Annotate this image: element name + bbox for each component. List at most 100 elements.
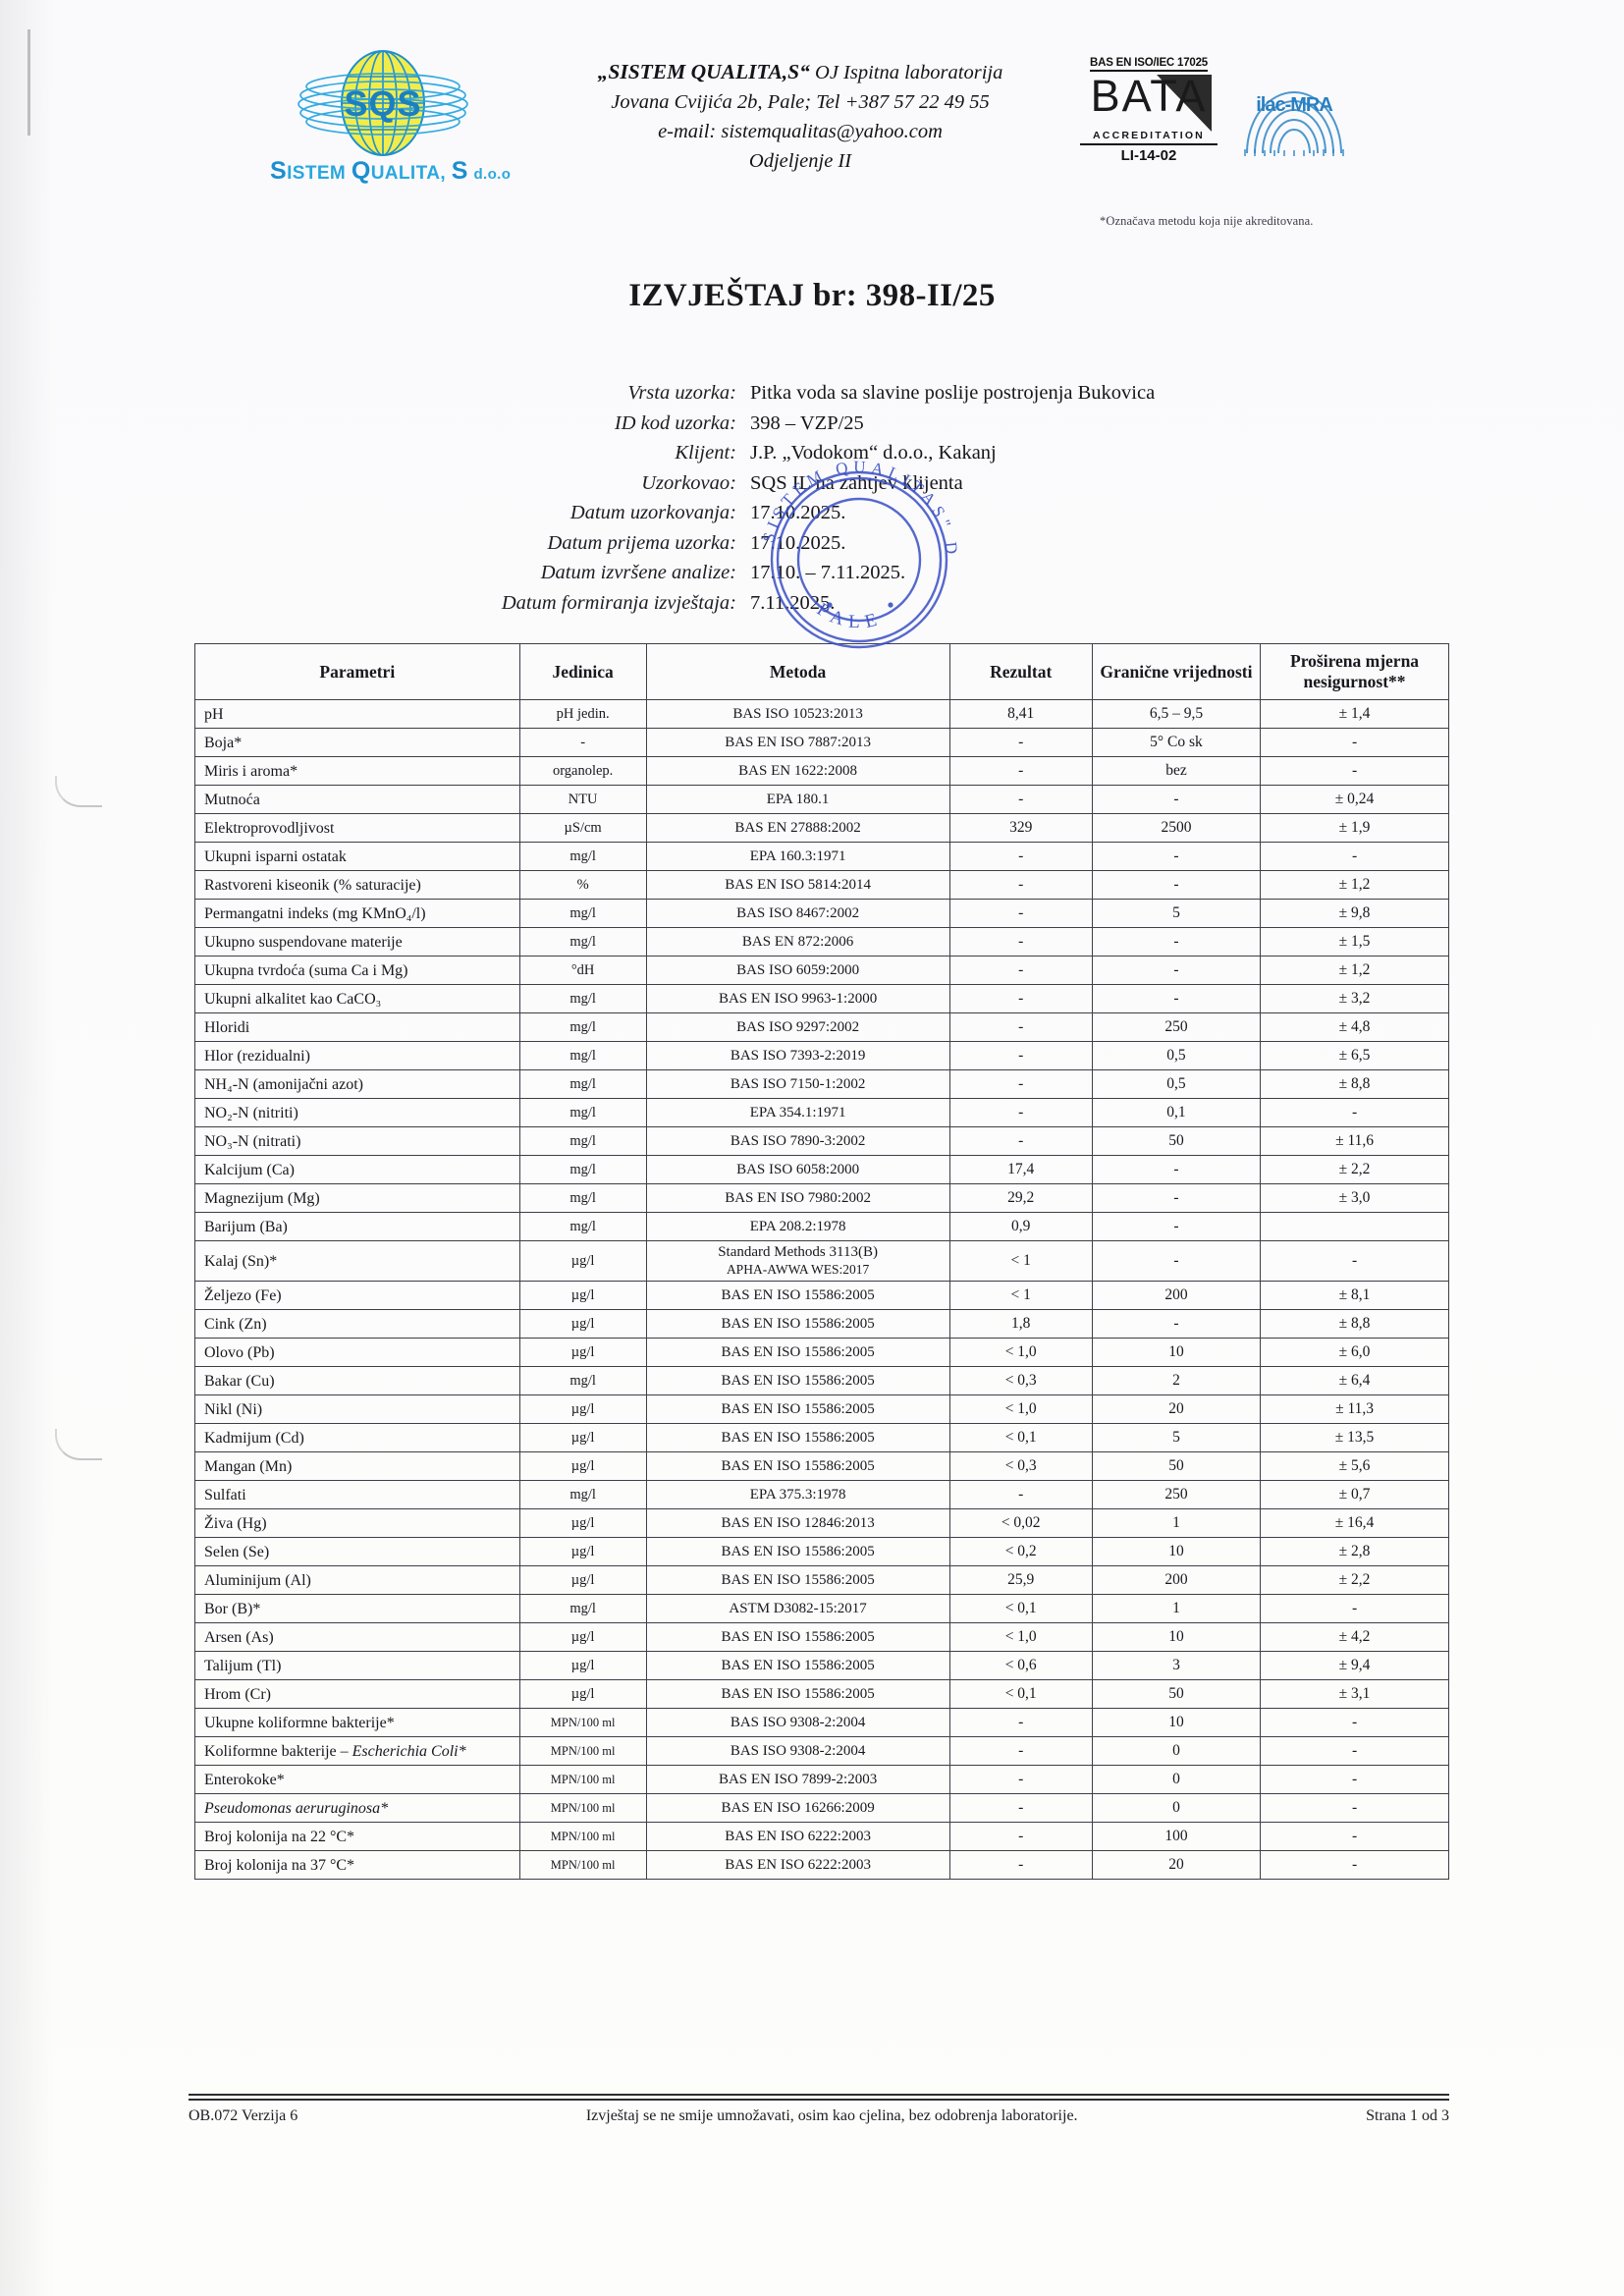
cell-metoda: BAS EN ISO 15586:2005 [645,1537,950,1566]
table-row: Pseudomonas aeruruginosa* MPN/100 ml BAS E… [194,1793,1449,1823]
cell-jedinica: mg/l [518,1155,647,1184]
cell-parametar: Magnezijum (Mg) [194,1183,520,1213]
info-label: Datum prijema uzorka: [547,531,736,554]
info-row: Datum prijema uzorka: 17.10.2025. [447,528,1193,559]
cell-jedinica: mg/l [518,1098,647,1127]
cell-parametar: Hrom (Cr) [194,1679,520,1709]
cell-parametar: Ukupno suspendovane materije [194,927,520,957]
info-row: Klijent: J.P. „Vodokom“ d.o.o., Kakanj [447,438,1193,468]
cell-parametar: Enterokoke* [194,1765,520,1794]
cell-jedinica: mg/l [518,1366,647,1395]
company-logo: SQS SISTEM QUALITA, S d.o.o [270,47,511,186]
accreditation-standard: BAS EN ISO/IEC 17025 [1090,57,1208,72]
cell-nesigurnost: ± 2,8 [1260,1537,1449,1566]
cell-rezultat: - [948,1126,1093,1156]
cell-rezultat: < 0,1 [948,1594,1093,1623]
cell-granicne-vrijednosti: 20 [1091,1850,1262,1880]
cell-rezultat: - [948,1822,1093,1851]
cell-metoda: BAS EN ISO 7887:2013 [645,728,950,757]
info-value: 17.10. – 7.11.2025. [750,562,906,583]
cell-rezultat: < 1 [948,1240,1093,1282]
accreditation-code: LI-14-02 [1080,143,1218,164]
col-header-parametri: Parametri [194,643,520,700]
table-row: Arsen (As) µg/l BAS EN ISO 15586:2005 < 1,0… [194,1622,1449,1652]
cell-jedinica: µg/l [518,1565,647,1595]
cell-granicne-vrijednosti: - [1091,984,1262,1013]
cell-rezultat: - [948,756,1093,786]
table-row: Miris i aroma* organolep. BAS EN 1622:2008… [194,756,1449,786]
cell-nesigurnost: - [1260,1793,1449,1823]
cell-granicne-vrijednosti: bez [1091,756,1262,786]
cell-jedinica: mg/l [518,1480,647,1509]
cell-metoda: BAS EN ISO 15586:2005 [645,1622,950,1652]
cell-granicne-vrijednosti: 5° Co sk [1091,728,1262,757]
company-address: Jovana Cvijića 2b, Pale; Tel +387 57 22 … [611,91,990,113]
cell-parametar: Koliformne bakterije – Escherichia Coli* [194,1736,520,1766]
cell-granicne-vrijednosti: 50 [1091,1126,1262,1156]
cell-parametar: Bakar (Cu) [194,1366,520,1395]
info-label: Vrsta uzorka: [627,382,736,404]
document-header: SQS SISTEM QUALITA, S d.o.o „SISTEM QUAL… [0,47,1624,224]
cell-metoda: EPA 375.3:1978 [645,1480,950,1509]
cell-parametar: Broj kolonija na 37 °C* [194,1850,520,1880]
cell-rezultat: < 0,02 [948,1508,1093,1538]
table-row: Nikl (Ni) µg/l BAS EN ISO 15586:2005 < 1,0 2… [194,1394,1449,1424]
cell-parametar: Ukupne koliformne bakterije* [194,1708,520,1737]
cell-metoda: BAS EN ISO 6222:2003 [645,1822,950,1851]
info-value: J.P. „Vodokom“ d.o.o., Kakanj [750,442,997,464]
cell-jedinica: mg/l [518,927,647,957]
cell-parametar: Hlor (rezidualni) [194,1041,520,1070]
cell-jedinica: % [518,870,647,900]
cell-jedinica: pH jedin. [518,699,647,729]
cell-metoda: BAS EN 872:2006 [645,927,950,957]
cell-granicne-vrijednosti: 20 [1091,1394,1262,1424]
cell-granicne-vrijednosti: 10 [1091,1338,1262,1367]
table-row: Ukupni alkalitet kao CaCO₃ mg/l BAS EN ISO… [194,984,1449,1013]
cell-granicne-vrijednosti: 2500 [1091,813,1262,843]
cell-parametar: Cink (Zn) [194,1309,520,1339]
cell-nesigurnost: ± 11,6 [1260,1126,1449,1156]
cell-rezultat: < 1 [948,1281,1093,1310]
cell-rezultat: < 0,1 [948,1679,1093,1709]
cell-nesigurnost: - [1260,842,1449,871]
cell-parametar: Mangan (Mn) [194,1451,520,1481]
cell-jedinica: mg/l [518,1126,647,1156]
cell-rezultat: < 0,3 [948,1366,1093,1395]
table-row: Cink (Zn) µg/l BAS EN ISO 15586:2005 1,8- ± … [194,1309,1449,1339]
table-row: Kadmijum (Cd) µg/l BAS EN ISO 15586:2005 < … [194,1423,1449,1452]
table-row: Kalaj (Sn)* µg/l Standard Methods 3113(B) A… [194,1240,1449,1282]
footer-divider [189,2094,1449,2101]
cell-parametar: Hloridi [194,1012,520,1042]
cell-nesigurnost: ± 16,4 [1260,1508,1449,1538]
cell-rezultat: 329 [948,813,1093,843]
cell-parametar: Ukupni isparni ostatak [194,842,520,871]
cell-nesigurnost: ± 1,5 [1260,927,1449,957]
cell-granicne-vrijednosti: 10 [1091,1622,1262,1652]
table-row: NO₂-N (nitriti) mg/l EPA 354.1:1971-0,1- [194,1098,1449,1127]
cell-granicne-vrijednosti: 250 [1091,1480,1262,1509]
cell-nesigurnost: - [1260,1765,1449,1794]
cell-jedinica: µg/l [518,1281,647,1310]
info-label: Datum izvršene analize: [540,562,736,583]
cell-granicne-vrijednosti: - [1091,1309,1262,1339]
cell-granicne-vrijednosti: 200 [1091,1565,1262,1595]
cell-jedinica: NTU [518,785,647,814]
cell-parametar: Olovo (Pb) [194,1338,520,1367]
cell-granicne-vrijednosti: 1 [1091,1594,1262,1623]
bata-logo: BATA [1086,75,1212,132]
cell-jedinica: MPN/100 ml [518,1793,647,1823]
cell-metoda: BAS EN ISO 7899-2:2003 [645,1765,950,1794]
cell-jedinica: mg/l [518,984,647,1013]
table-row: Talijum (Tl) µg/l BAS EN ISO 15586:2005 < 0… [194,1651,1449,1680]
cell-rezultat: - [948,728,1093,757]
page-curl-mark-2 [55,1429,102,1460]
accreditation-word: ACCREDITATION [1093,130,1205,141]
cell-granicne-vrijednosti: - [1091,927,1262,957]
cell-jedinica: µg/l [518,1240,647,1282]
cell-jedinica: organolep. [518,756,647,786]
cell-nesigurnost: - [1260,1240,1449,1282]
cell-rezultat: - [948,899,1093,928]
cell-rezultat: < 1,0 [948,1338,1093,1367]
table-row: Željezo (Fe) µg/l BAS EN ISO 15586:2005 < 1… [194,1281,1449,1310]
cell-nesigurnost: - [1260,1736,1449,1766]
